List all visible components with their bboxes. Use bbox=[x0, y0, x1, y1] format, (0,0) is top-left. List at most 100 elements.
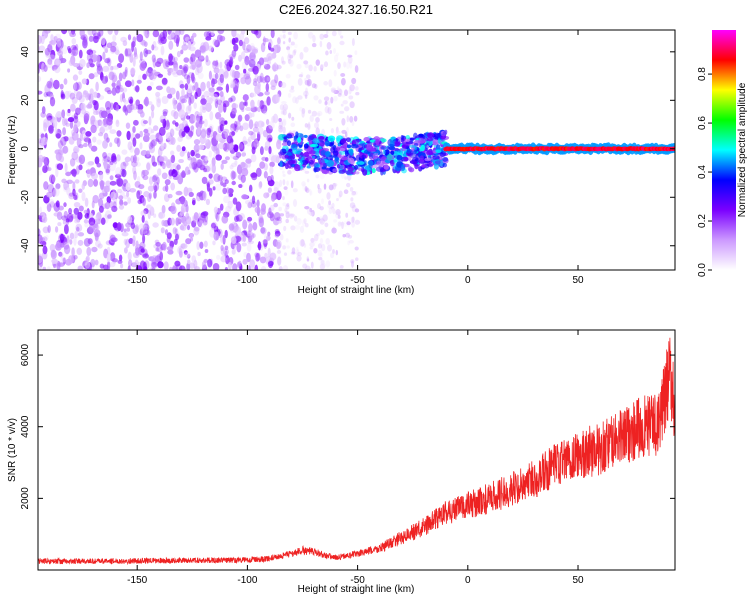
noise-mark bbox=[190, 125, 195, 131]
noise-mark bbox=[350, 216, 355, 224]
signal-mark bbox=[321, 166, 327, 170]
noise-mark bbox=[336, 198, 339, 202]
noise-mark bbox=[147, 185, 155, 192]
signal-mark bbox=[426, 150, 434, 156]
noise-mark bbox=[77, 239, 84, 246]
noise-mark bbox=[90, 145, 98, 152]
noise-mark bbox=[157, 147, 163, 157]
noise-mark bbox=[331, 89, 337, 94]
colorbar: 0.0 0.2 0.4 0.6 0.8 Normalized spectral ampl… bbox=[697, 30, 748, 277]
noise-mark bbox=[231, 171, 237, 179]
noise-mark bbox=[133, 47, 138, 57]
noise-mark bbox=[99, 263, 105, 269]
noise-mark bbox=[73, 145, 80, 154]
noise-mark bbox=[134, 147, 140, 156]
noise-mark bbox=[104, 201, 111, 210]
noise-mark bbox=[164, 179, 171, 186]
noise-mark bbox=[303, 243, 307, 248]
noise-mark bbox=[351, 120, 355, 126]
noise-mark bbox=[272, 113, 279, 124]
noise-mark bbox=[297, 95, 303, 100]
noise-mark bbox=[179, 250, 183, 258]
noise-mark bbox=[38, 154, 44, 163]
noise-mark bbox=[254, 206, 261, 214]
noise-mark bbox=[238, 183, 243, 189]
noise-mark bbox=[133, 119, 139, 126]
noise-mark bbox=[57, 222, 62, 227]
noise-mark bbox=[123, 201, 128, 206]
noise-mark bbox=[196, 159, 203, 169]
noise-mark bbox=[350, 197, 354, 202]
signal-mark bbox=[330, 137, 334, 143]
noise-mark bbox=[93, 229, 101, 238]
noise-mark bbox=[167, 193, 173, 199]
noise-mark bbox=[129, 104, 134, 113]
noise-mark bbox=[38, 34, 42, 45]
noise-mark bbox=[257, 82, 261, 90]
noise-mark bbox=[77, 81, 82, 90]
noise-mark bbox=[110, 191, 117, 201]
noise-mark bbox=[129, 53, 134, 64]
noise-mark bbox=[132, 56, 136, 67]
noise-mark bbox=[112, 65, 120, 70]
signal-mark bbox=[351, 139, 360, 145]
noise-mark bbox=[280, 110, 285, 115]
signal-mark bbox=[335, 147, 340, 152]
signal-mark bbox=[332, 168, 338, 173]
noise-mark bbox=[285, 218, 289, 224]
colorbar-ticks: 0.0 0.2 0.4 0.6 0.8 bbox=[697, 67, 712, 277]
noise-mark bbox=[188, 96, 192, 106]
noise-mark bbox=[290, 225, 296, 231]
noise-mark bbox=[244, 114, 250, 122]
noise-mark bbox=[188, 191, 194, 197]
noise-mark bbox=[210, 47, 215, 53]
noise-mark bbox=[240, 174, 246, 183]
noise-mark bbox=[301, 181, 306, 187]
noise-mark bbox=[241, 107, 245, 113]
noise-mark bbox=[190, 149, 195, 157]
noise-mark bbox=[55, 200, 60, 208]
noise-mark bbox=[299, 239, 306, 247]
noise-mark bbox=[309, 207, 313, 213]
noise-mark bbox=[74, 179, 80, 184]
noise-mark bbox=[267, 60, 272, 65]
noise-mark bbox=[48, 54, 56, 61]
signal-mark bbox=[440, 130, 447, 137]
noise-mark bbox=[153, 213, 157, 218]
noise-mark bbox=[292, 168, 296, 173]
noise-mark bbox=[312, 34, 316, 43]
noise-mark bbox=[109, 175, 114, 181]
noise-mark bbox=[282, 202, 287, 207]
noise-mark bbox=[335, 52, 339, 57]
noise-mark bbox=[169, 87, 176, 95]
noise-mark bbox=[260, 42, 266, 53]
noise-mark bbox=[63, 241, 70, 250]
noise-mark bbox=[191, 255, 197, 263]
noise-mark bbox=[307, 109, 312, 114]
noise-mark bbox=[45, 235, 49, 240]
signal-mark bbox=[431, 139, 440, 146]
noise-mark bbox=[348, 95, 354, 100]
noise-mark bbox=[339, 221, 345, 226]
noise-mark bbox=[142, 120, 148, 125]
signal-mark bbox=[347, 166, 354, 172]
noise-mark bbox=[204, 155, 209, 162]
noise-mark bbox=[135, 247, 140, 256]
noise-mark bbox=[196, 192, 203, 197]
noise-mark bbox=[176, 69, 184, 76]
noise-mark bbox=[231, 180, 236, 186]
spectrogram-y-ticks: -40 -20 0 20 40 bbox=[20, 46, 675, 253]
noise-mark bbox=[203, 240, 208, 248]
signal-mark bbox=[375, 166, 384, 172]
noise-mark bbox=[71, 38, 77, 45]
signal-mark bbox=[409, 137, 415, 141]
noise-mark bbox=[253, 140, 260, 148]
noise-mark bbox=[159, 251, 164, 261]
noise-mark bbox=[289, 88, 295, 93]
noise-mark bbox=[331, 202, 335, 209]
noise-mark bbox=[193, 113, 201, 124]
noise-mark bbox=[292, 50, 296, 57]
noise-mark bbox=[124, 69, 128, 77]
noise-mark bbox=[126, 48, 133, 55]
noise-mark bbox=[228, 192, 234, 197]
